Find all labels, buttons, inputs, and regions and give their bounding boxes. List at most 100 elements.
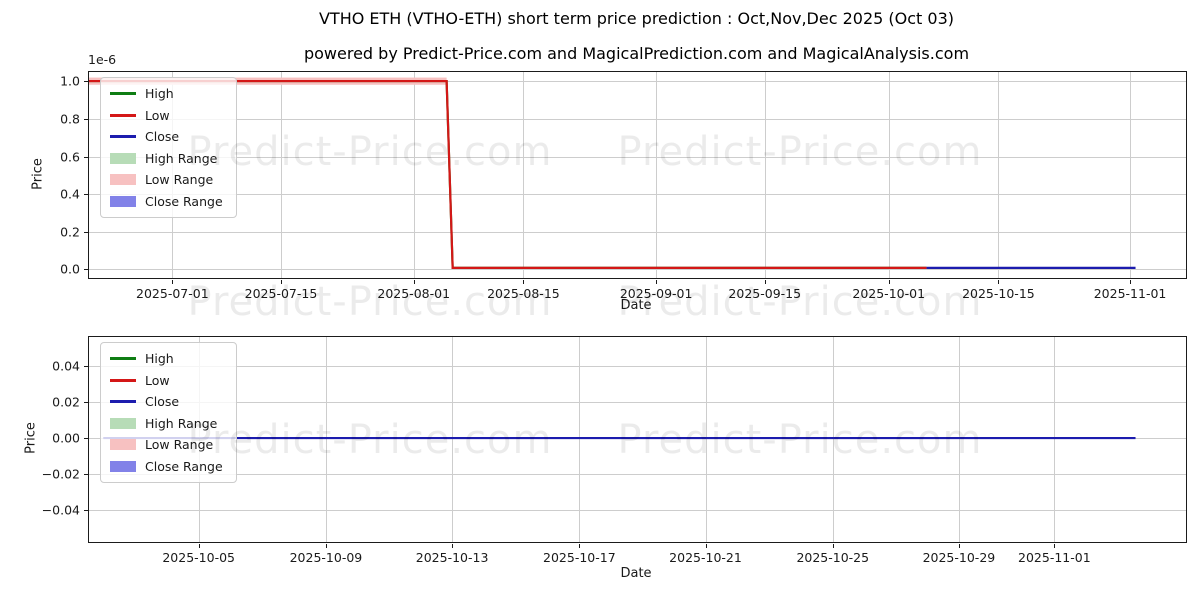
gridline-horizontal <box>89 268 1186 270</box>
y-tick-label: −0.02 <box>41 466 80 482</box>
x-tick-label: 2025-11-01 <box>1018 550 1091 565</box>
legend-label: Close Range <box>145 193 223 209</box>
x-tick-mark <box>656 279 658 284</box>
legend-patch-swatch <box>110 174 136 186</box>
x-tick-mark <box>413 279 415 284</box>
low-line <box>89 81 927 268</box>
y-tick-mark <box>83 510 88 512</box>
gridline-vertical <box>452 337 454 542</box>
legend-label: Low Range <box>145 437 214 453</box>
gridline-vertical <box>280 72 282 278</box>
y-tick-label: 1.0 <box>60 73 80 89</box>
legend-patch-swatch <box>110 417 136 429</box>
x-tick-mark <box>579 543 581 548</box>
gridline-horizontal <box>89 118 1186 120</box>
y-tick-mark <box>83 81 88 83</box>
legend-item: Low <box>110 370 223 392</box>
gridline-vertical <box>888 72 890 278</box>
gridline-vertical <box>764 72 766 278</box>
x-tick-mark <box>172 279 174 284</box>
legend-label: Close Range <box>145 458 223 474</box>
legend-item: Close Range <box>110 456 223 478</box>
x-tick-mark <box>452 543 454 548</box>
y-axis-label-bottom: Price <box>23 422 39 454</box>
x-tick-mark <box>1054 543 1056 548</box>
x-tick-label: 2025-10-13 <box>415 550 489 565</box>
x-tick-label: 2025-10-25 <box>796 550 870 565</box>
legend-line-swatch <box>110 135 136 139</box>
x-tick-label: 2025-10-01 <box>852 286 926 301</box>
x-tick-label: 2025-10-09 <box>289 550 363 565</box>
x-tick-label: 2025-11-01 <box>1093 286 1167 301</box>
gridline-horizontal <box>89 232 1186 234</box>
legend-patch-swatch <box>110 460 136 472</box>
x-tick-label: 2025-10-15 <box>962 286 1035 301</box>
legend-item: High <box>110 348 223 370</box>
gridline-vertical <box>832 337 834 542</box>
gridline-vertical <box>523 72 525 278</box>
chart-subtitle: powered by Predict-Price.com and Magical… <box>303 44 970 63</box>
gridline-vertical <box>998 72 1000 278</box>
legend-patch-swatch <box>110 439 136 451</box>
x-tick-label: 2025-07-15 <box>244 286 318 301</box>
y-tick-label: 0.4 <box>60 186 80 202</box>
gridline-vertical <box>656 72 658 278</box>
price-history-plot: 2025-07-01 2025-07-15 2025-08-01 2025-08-15… <box>60 71 1187 301</box>
x-tick-mark <box>958 543 960 548</box>
x-tick-mark <box>523 279 525 284</box>
gridline-vertical <box>325 337 327 542</box>
legend-label: Low <box>145 107 170 123</box>
y-tick-label: −0.04 <box>41 502 80 518</box>
x-tick-mark <box>325 543 327 548</box>
gridline-vertical <box>958 337 960 542</box>
gridline-vertical <box>705 337 707 542</box>
legend-line-swatch <box>110 113 136 117</box>
legend-label: Close <box>145 394 180 410</box>
y-tick-label: 0.8 <box>60 111 80 127</box>
legend: High Low Close High Range Low Range Close Ran… <box>100 342 237 483</box>
y-tick-mark <box>83 401 88 403</box>
legend-label: High Range <box>145 150 218 166</box>
x-tick-label: 2025-09-01 <box>619 286 693 301</box>
legend-label: High Range <box>145 415 218 431</box>
legend-item: Close Range <box>110 191 223 213</box>
legend-item: Low Range <box>110 434 223 456</box>
x-tick-mark <box>1130 279 1132 284</box>
gridline-vertical <box>1054 337 1056 542</box>
gridline-horizontal <box>89 157 1186 159</box>
x-tick-mark <box>705 543 707 548</box>
x-tick-label: 2025-09-15 <box>728 286 802 301</box>
legend-item: Close <box>110 126 223 148</box>
gridline-horizontal <box>89 81 1186 83</box>
y-tick-label: 0.0 <box>60 261 80 277</box>
x-tick-label: 2025-10-21 <box>669 550 742 565</box>
gridline-horizontal <box>89 365 1186 367</box>
gridline-horizontal <box>89 193 1186 195</box>
legend-line-swatch <box>110 400 136 404</box>
gridline-vertical <box>579 337 581 542</box>
legend-line-swatch <box>110 378 136 382</box>
y-tick-label: 0.02 <box>52 394 80 410</box>
y-tick-mark <box>83 473 88 475</box>
legend-label: Low Range <box>145 172 214 188</box>
y-tick-mark <box>83 193 88 195</box>
legend-label: Low <box>145 372 170 388</box>
y-tick-mark <box>83 365 88 367</box>
legend-line-swatch <box>110 357 136 361</box>
x-tick-label: 2025-07-01 <box>136 286 209 301</box>
legend-label: Close <box>145 129 180 145</box>
y-axis-label-top: Price <box>30 158 46 190</box>
legend-patch-swatch <box>110 195 136 207</box>
y-tick-label: 0.04 <box>52 358 80 374</box>
y-tick-mark <box>83 118 88 120</box>
y-tick-mark <box>83 232 88 234</box>
prediction-plot: 2025-10-05 2025-10-09 2025-10-13 2025-10-17… <box>42 336 1187 565</box>
series-lines <box>89 77 1186 278</box>
x-tick-label: 2025-10-17 <box>543 550 616 565</box>
x-tick-label: 2025-08-15 <box>487 286 560 301</box>
legend-item: High Range <box>110 413 223 435</box>
legend-item: High <box>110 83 223 105</box>
x-tick-label: 2025-10-05 <box>162 550 236 565</box>
legend-label: High <box>145 351 174 367</box>
x-tick-mark <box>764 279 766 284</box>
